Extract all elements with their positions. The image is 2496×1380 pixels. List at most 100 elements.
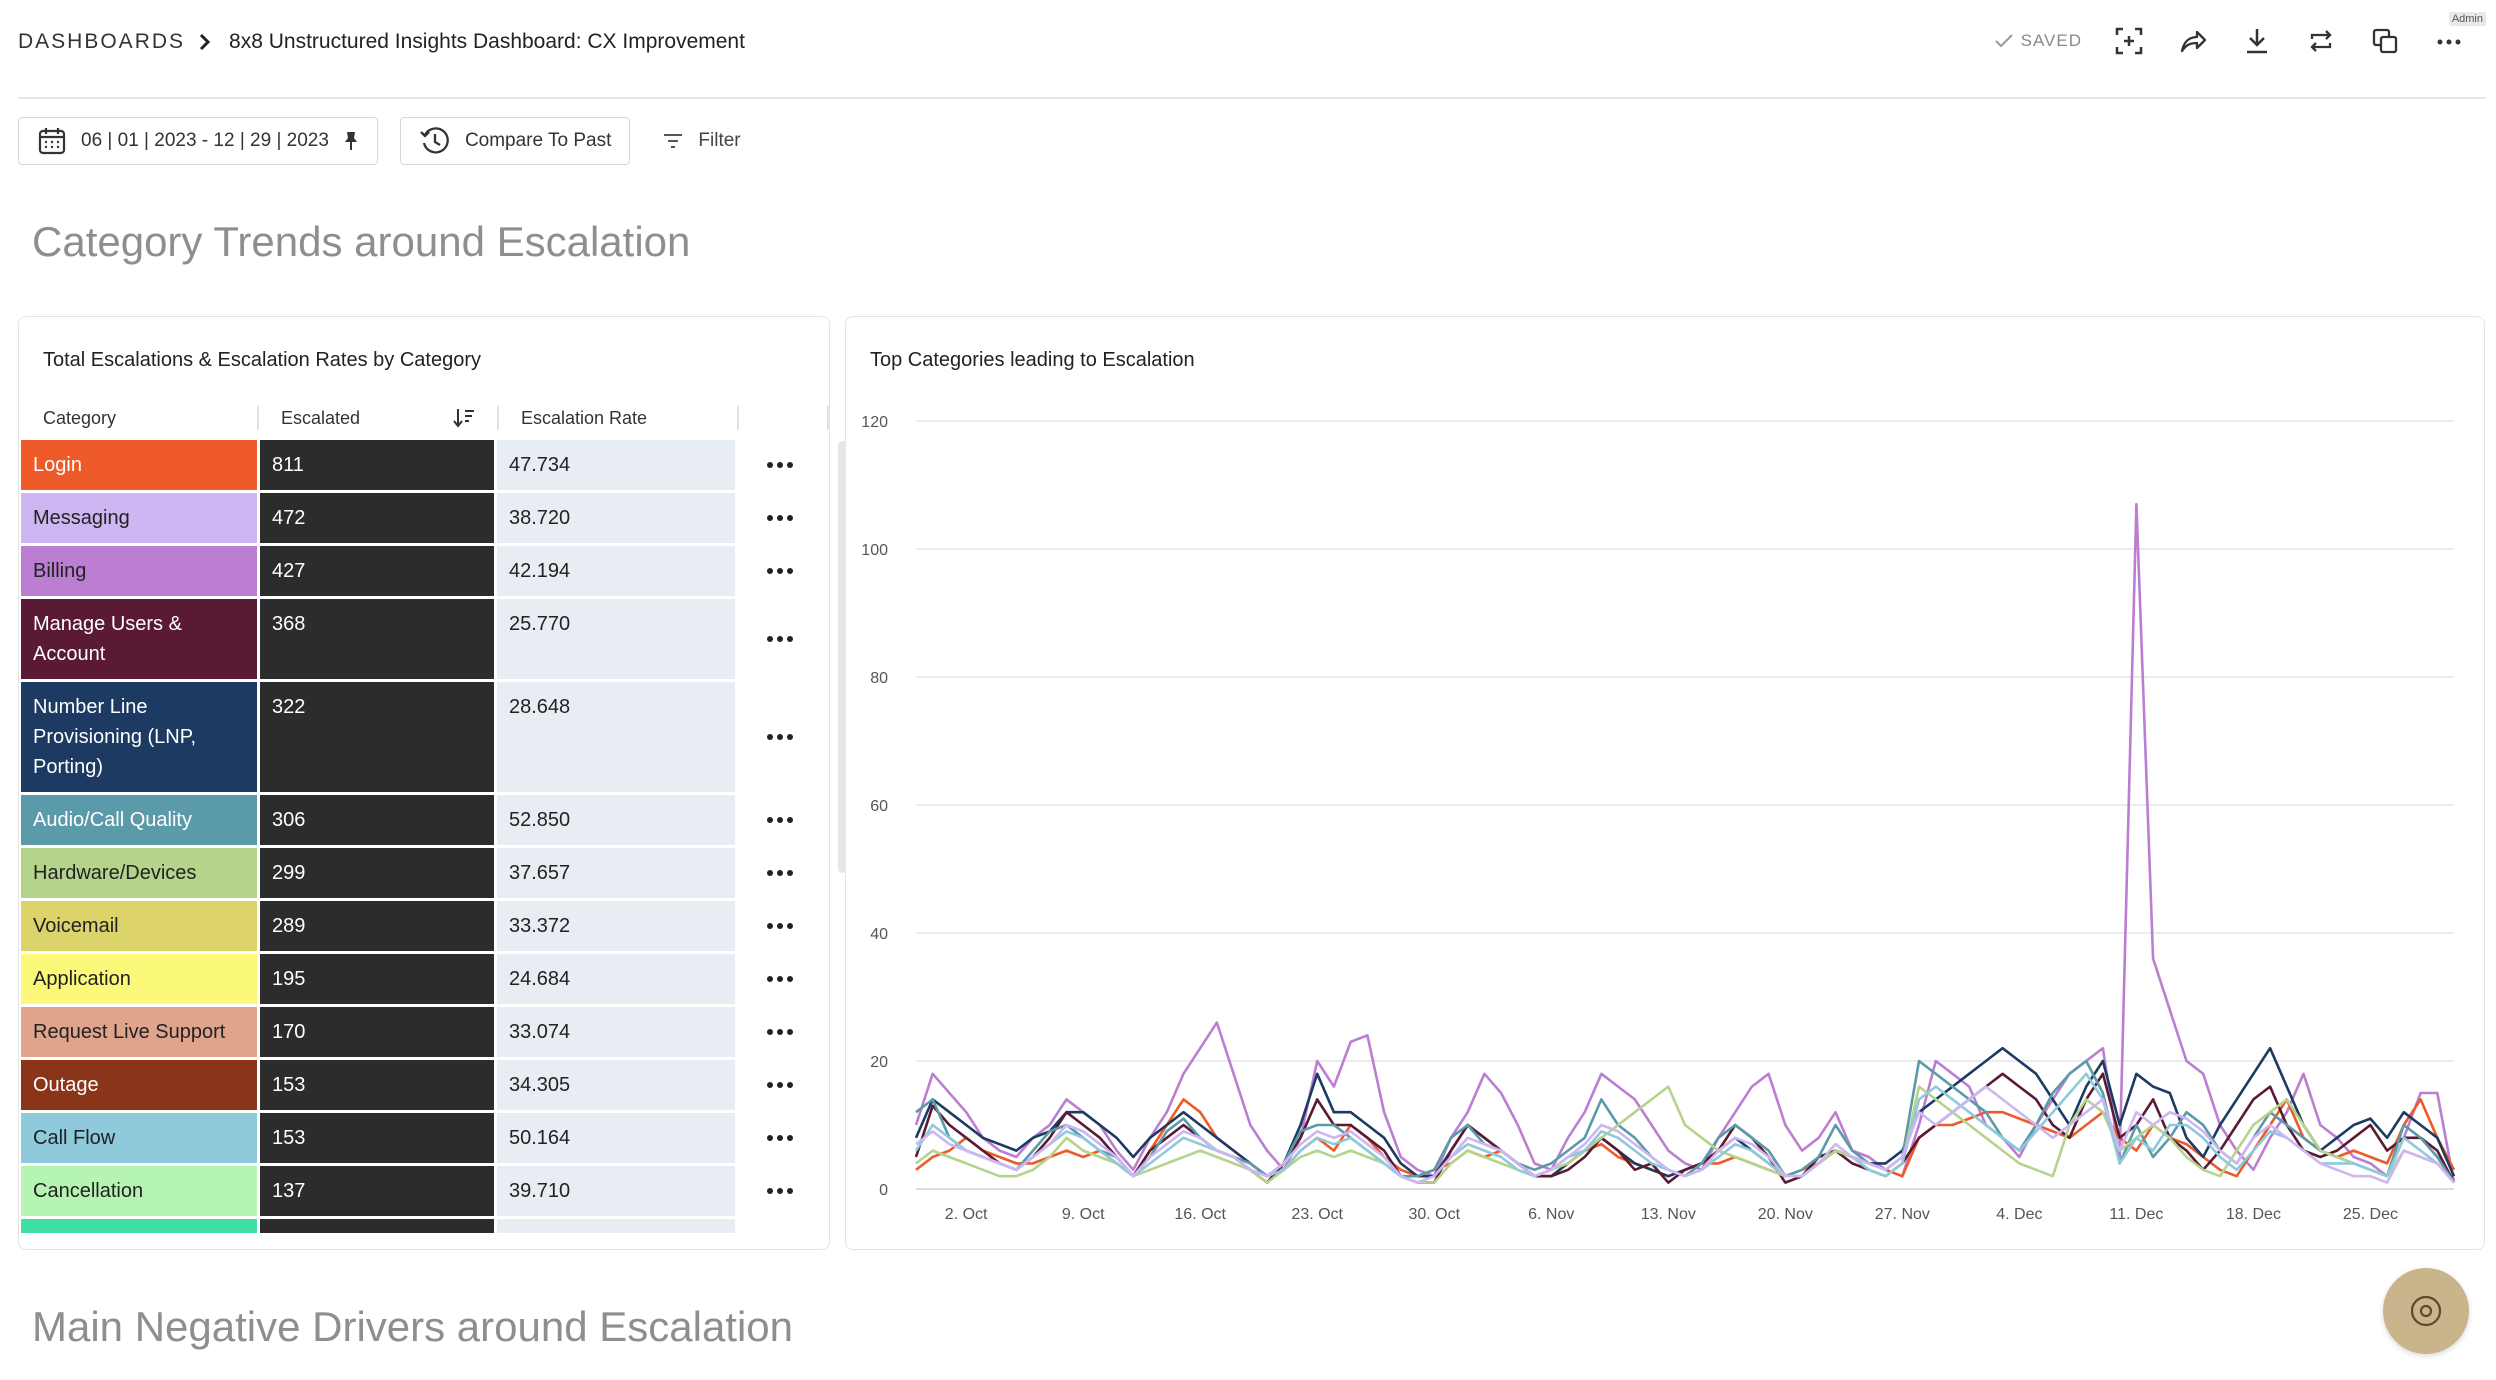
row-more-icon[interactable] <box>735 440 825 490</box>
series-line <box>914 1072 2456 1184</box>
y-tick-label: 40 <box>870 926 888 943</box>
escalation-rate-cell: 47.734 <box>497 440 735 490</box>
row-more-icon[interactable] <box>735 546 825 596</box>
x-tick-label: 30. Oct <box>1408 1206 1460 1223</box>
escalation-rate-cell: 33.074 <box>497 1007 735 1057</box>
series-line <box>914 502 2456 1183</box>
target-icon <box>2410 1295 2442 1327</box>
table-row[interactable]: Messaging 472 38.720 <box>19 493 849 543</box>
share-icon[interactable] <box>2176 24 2210 58</box>
escalations-table-card: Total Escalations & Escalation Rates by … <box>18 316 847 1250</box>
escalated-cell: 153 <box>260 1060 494 1110</box>
history-icon <box>420 127 449 154</box>
row-more-icon[interactable] <box>735 954 825 1004</box>
x-tick-label: 2. Oct <box>945 1206 988 1223</box>
category-cell: Request Live Support <box>21 1007 257 1057</box>
table-header: Category Escalated Escalation Rate <box>19 399 849 437</box>
column-header-escalated[interactable]: Escalated <box>259 406 499 430</box>
fullscreen-icon[interactable] <box>2112 24 2146 58</box>
header: DASHBOARDS 8x8 Unstructured Insights Das… <box>0 0 2496 98</box>
filter-icon <box>664 134 683 148</box>
category-cell: Hardware/Devices <box>21 848 257 898</box>
escalation-rate-cell: 38.720 <box>497 493 735 543</box>
table-row[interactable]: Request Live Support 170 33.074 <box>19 1007 849 1057</box>
category-cell: Number Line Provisioning (LNP, Porting) <box>21 682 257 792</box>
row-more-icon[interactable] <box>735 1113 825 1163</box>
table-row[interactable]: Number Line Provisioning (LNP, Porting) 3… <box>19 682 849 792</box>
table-row[interactable]: Audio/Call Quality 306 52.850 <box>19 795 849 845</box>
calendar-icon <box>38 128 66 155</box>
header-divider <box>18 97 2486 99</box>
category-cell: Billing <box>21 546 257 596</box>
y-tick-label: 120 <box>861 414 888 431</box>
column-header-category[interactable]: Category <box>19 406 259 430</box>
pin-icon[interactable] <box>343 130 359 152</box>
row-more-icon[interactable] <box>735 1007 825 1057</box>
assistant-button[interactable] <box>2383 1268 2469 1354</box>
row-more-icon[interactable] <box>735 795 825 845</box>
escalated-cell: 170 <box>260 1007 494 1057</box>
check-icon <box>1994 34 2013 48</box>
download-icon[interactable] <box>2240 24 2274 58</box>
escalation-rate-cell: 42.194 <box>497 546 735 596</box>
x-tick-label: 18. Dec <box>2226 1206 2281 1223</box>
filter-button[interactable]: Filter <box>652 117 750 165</box>
refresh-icon[interactable] <box>2304 24 2338 58</box>
table-row[interactable]: Manage Users & Account 368 25.770 <box>19 599 849 679</box>
date-range-picker[interactable]: 06 | 01 | 2023 - 12 | 29 | 2023 <box>18 117 378 165</box>
escalations-table: Category Escalated Escalation Rate Login… <box>19 399 849 1249</box>
category-cell: Voicemail <box>21 901 257 951</box>
escalated-cell: 299 <box>260 848 494 898</box>
escalation-rate-cell: 25.770 <box>497 599 735 679</box>
escalation-rate-cell: 37.657 <box>497 848 735 898</box>
x-tick-label: 13. Nov <box>1641 1206 1696 1223</box>
row-more-icon[interactable] <box>735 493 825 543</box>
column-header-escalated-label: Escalated <box>281 407 361 428</box>
escalated-cell: 289 <box>260 901 494 951</box>
category-cell: Cancellation <box>21 1166 257 1216</box>
x-tick-label: 23. Oct <box>1291 1206 1343 1223</box>
sort-descending-icon[interactable] <box>453 407 475 429</box>
x-tick-label: 4. Dec <box>1996 1206 2042 1223</box>
y-tick-label: 20 <box>870 1054 888 1071</box>
x-tick-label: 9. Oct <box>1062 1206 1105 1223</box>
row-more-icon[interactable] <box>735 1166 825 1216</box>
category-cell: Manage Users & Account <box>21 599 257 679</box>
more-icon[interactable] <box>2432 24 2466 58</box>
series-line <box>915 1085 2455 1184</box>
table-card-title: Total Escalations & Escalation Rates by … <box>43 349 481 371</box>
category-cell: Outage <box>21 1060 257 1110</box>
escalated-cell: 427 <box>260 546 494 596</box>
table-row[interactable]: Cancellation 137 39.710 <box>19 1166 849 1216</box>
escalated-cell: 472 <box>260 493 494 543</box>
escalated-cell: 137 <box>260 1166 494 1216</box>
row-more-icon[interactable] <box>735 1060 825 1110</box>
compare-to-past-button[interactable]: Compare To Past <box>399 117 631 165</box>
table-row[interactable]: Application 195 24.684 <box>19 954 849 1004</box>
table-scrollbar[interactable] <box>838 441 847 873</box>
table-row[interactable]: Call Flow 153 50.164 <box>19 1113 849 1163</box>
row-more-icon[interactable] <box>735 599 825 679</box>
column-header-actions <box>739 406 829 430</box>
row-more-icon[interactable] <box>735 682 825 792</box>
category-cell: Call Flow <box>21 1113 257 1163</box>
escalated-cell: 153 <box>260 1113 494 1163</box>
breadcrumb-dashboards-link[interactable]: DASHBOARDS <box>18 30 186 53</box>
table-row[interactable]: Hardware/Devices 299 37.657 <box>19 848 849 898</box>
x-tick-label: 11. Dec <box>2109 1206 2163 1223</box>
series-line <box>915 1085 2455 1184</box>
date-range-value: 06 | 01 | 2023 - 12 | 29 | 2023 <box>81 130 329 151</box>
row-more-icon[interactable] <box>735 848 825 898</box>
section-title-trends: Category Trends around Escalation <box>32 218 691 265</box>
row-more-icon[interactable] <box>735 901 825 951</box>
table-row[interactable]: Billing 427 42.194 <box>19 546 849 596</box>
table-row[interactable]: Outage 153 34.305 <box>19 1060 849 1110</box>
x-tick-label: 20. Nov <box>1758 1206 1813 1223</box>
table-row[interactable]: Voicemail 289 33.372 <box>19 901 849 951</box>
filter-toolbar: 06 | 01 | 2023 - 12 | 29 | 2023 Compare … <box>18 117 751 165</box>
column-header-escalation-rate[interactable]: Escalation Rate <box>499 406 739 430</box>
table-row[interactable]: Login 811 47.734 <box>19 440 849 490</box>
duplicate-icon[interactable] <box>2368 24 2402 58</box>
breadcrumb: DASHBOARDS 8x8 Unstructured Insights Das… <box>18 30 745 54</box>
escalation-rate-cell: 39.710 <box>497 1166 735 1216</box>
